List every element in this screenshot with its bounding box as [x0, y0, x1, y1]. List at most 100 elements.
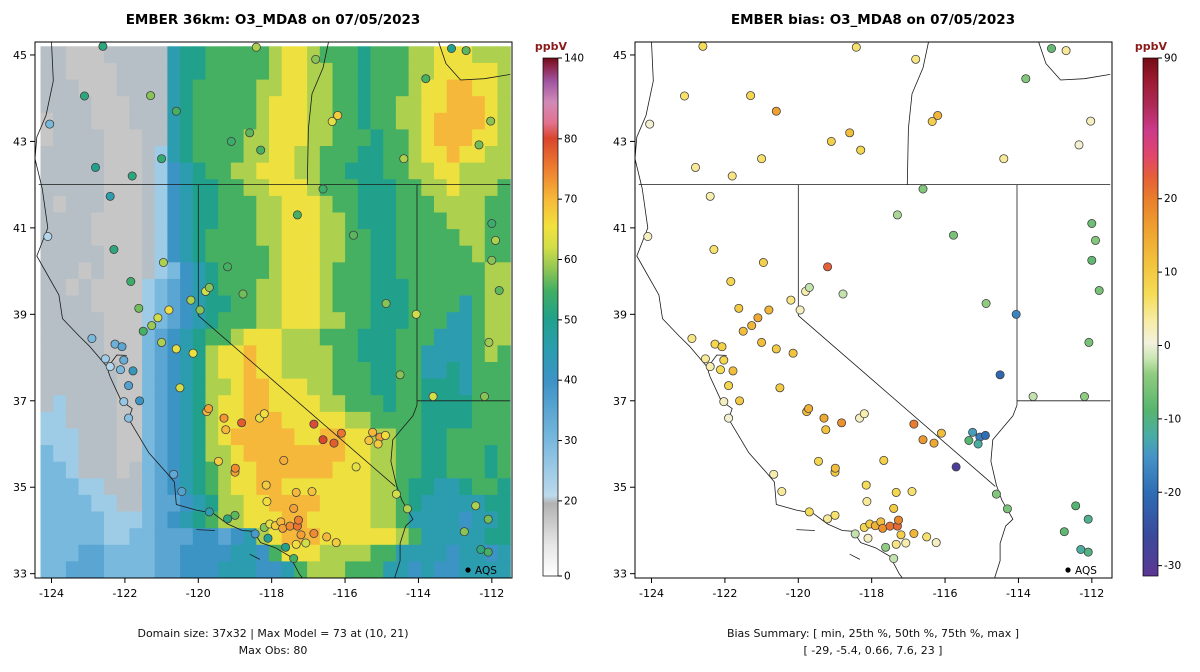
colorbar-tick-label: -30: [1164, 560, 1181, 572]
station-point: [146, 91, 156, 101]
station-point: [138, 326, 148, 336]
colorbar-tick-label: 10: [1164, 267, 1177, 279]
station-point: [204, 283, 214, 292]
station-point: [483, 514, 493, 524]
station-point: [968, 427, 978, 437]
station-point: [885, 521, 895, 531]
x-tick-label: -120: [186, 587, 211, 600]
station-point: [705, 362, 715, 372]
station-point: [995, 370, 1005, 380]
model-caption-2: Max Obs: 80: [239, 644, 308, 657]
x-tick-label: -114: [406, 587, 431, 600]
station-point: [1047, 44, 1056, 53]
border-path: [438, 42, 511, 81]
colorbar-tick-label: 90: [1164, 53, 1177, 65]
station-point: [927, 117, 937, 126]
station-point: [734, 303, 744, 313]
station-point: [333, 111, 343, 120]
station-point: [819, 413, 829, 423]
station-point: [889, 554, 899, 563]
border-path: [197, 184, 396, 487]
aqs-legend: AQS: [465, 565, 497, 577]
y-tick-label: 43: [13, 135, 27, 148]
station-point: [327, 117, 337, 126]
station-point: [491, 235, 500, 245]
station-point: [331, 538, 341, 548]
station-point: [476, 545, 486, 554]
station-point: [823, 262, 833, 272]
x-tick-label: -124: [39, 587, 64, 600]
station-point: [124, 413, 134, 423]
station-point: [922, 532, 932, 542]
station-point: [889, 503, 899, 513]
axes: -124 -122 -120 -118 -116 -114 -112 33 35 37 39 41 43…: [613, 49, 1104, 600]
station-point: [119, 355, 129, 365]
station-point: [486, 116, 496, 126]
border-path: [906, 42, 929, 185]
model-caption-1: Domain size: 37x32 | Max Model = 73 at (…: [137, 627, 408, 640]
station-point: [1083, 514, 1093, 524]
station-point: [1002, 504, 1012, 514]
station-point: [188, 348, 198, 358]
station-point: [428, 392, 438, 401]
station-point: [786, 295, 796, 305]
station-point: [307, 487, 317, 496]
station-point: [245, 128, 255, 138]
y-tick-label: 35: [613, 481, 627, 494]
station-point: [980, 430, 990, 440]
station-point: [373, 439, 383, 449]
station-point: [1074, 140, 1084, 150]
station-point: [1087, 219, 1097, 228]
station-point: [850, 529, 860, 539]
station-point: [285, 521, 295, 531]
station-point: [1061, 46, 1071, 56]
y-tick-label: 41: [613, 222, 627, 235]
station-point: [219, 413, 229, 423]
station-point: [879, 455, 889, 465]
station-point: [309, 419, 319, 429]
station-point: [157, 337, 167, 347]
station-point: [395, 370, 405, 380]
axes: -124 -122 -120 -118 -116 -114 -112 33 35 37 39 41 43…: [13, 49, 504, 600]
station-point: [226, 136, 236, 146]
model-colorbar-label: ppbV: [535, 40, 568, 53]
station-point: [1083, 547, 1093, 557]
station-point: [480, 392, 489, 401]
station-point: [391, 489, 401, 499]
station-point: [757, 337, 767, 347]
station-point: [1076, 545, 1086, 554]
station-point: [318, 184, 328, 194]
station-point: [891, 487, 901, 497]
station-point: [931, 538, 941, 548]
x-tick-label: -122: [112, 587, 137, 600]
station-point: [724, 413, 734, 423]
station-point: [999, 154, 1009, 164]
station-point: [771, 344, 781, 354]
station-point: [251, 42, 261, 52]
station-point: [223, 262, 233, 272]
station-point: [1084, 337, 1094, 347]
station-point: [289, 503, 299, 513]
bias-caption-1: Bias Summary: [ min, 25th %, 50th %, 75t…: [727, 627, 1019, 640]
station-point: [795, 305, 805, 315]
station-point: [1021, 74, 1031, 84]
station-point: [98, 42, 108, 51]
colorbar: 0 20 30 40 50 60 70 80 140: [542, 53, 584, 583]
station-point: [237, 418, 247, 428]
station-point: [728, 366, 738, 376]
station-point: [1091, 235, 1100, 245]
bias-map-panel: EMBER bias: O3_MDA8 on 07/05/2023 AQS-12…: [613, 12, 1181, 657]
station-point: [105, 362, 115, 372]
station-point: [399, 154, 409, 164]
station-point: [461, 46, 471, 56]
colorbar-tick-label: 70: [564, 194, 577, 206]
station-point: [230, 463, 240, 473]
stations-layer: [643, 42, 1104, 563]
station-point: [717, 342, 727, 352]
station-point: [223, 514, 233, 524]
station-point: [484, 337, 494, 347]
station-point: [311, 54, 321, 64]
station-point: [821, 425, 831, 435]
station-point: [735, 396, 745, 406]
station-point: [845, 128, 855, 138]
